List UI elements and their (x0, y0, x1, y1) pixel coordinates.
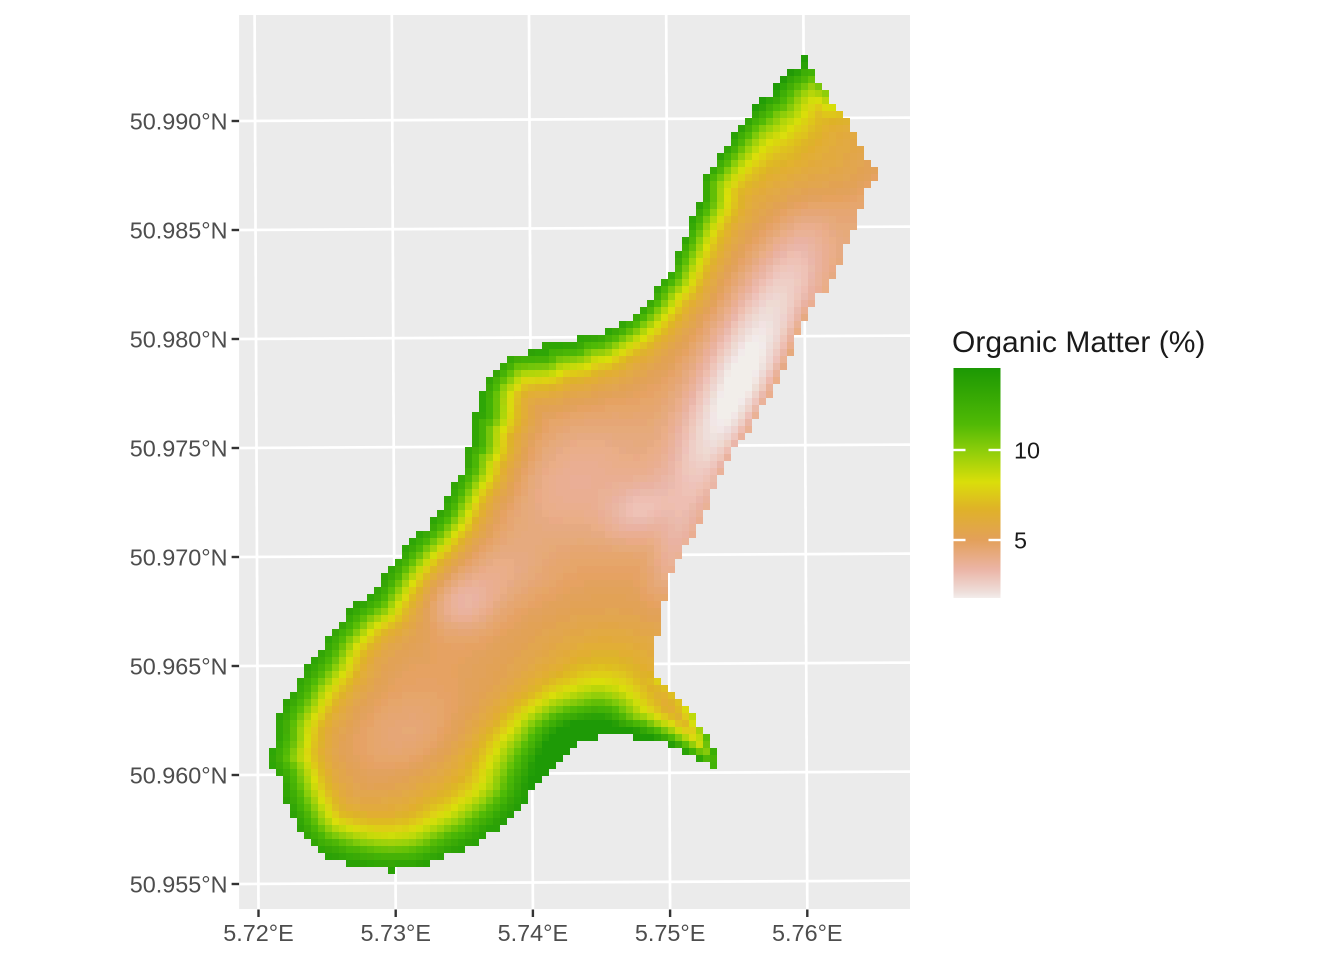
svg-text:50.965°N: 50.965°N (130, 653, 228, 679)
svg-text:50.975°N: 50.975°N (130, 435, 228, 461)
svg-text:50.990°N: 50.990°N (130, 108, 228, 134)
svg-text:5.73°E: 5.73°E (360, 920, 430, 946)
svg-text:50.960°N: 50.960°N (130, 762, 228, 788)
svg-text:5.74°E: 5.74°E (498, 920, 568, 946)
svg-text:50.970°N: 50.970°N (130, 544, 228, 570)
svg-text:5: 5 (1014, 527, 1027, 553)
svg-text:50.955°N: 50.955°N (130, 871, 228, 897)
svg-text:10: 10 (1014, 437, 1040, 463)
svg-text:Organic Matter (%): Organic Matter (%) (952, 326, 1205, 359)
svg-text:5.75°E: 5.75°E (635, 920, 705, 946)
svg-text:5.72°E: 5.72°E (223, 920, 293, 946)
svg-text:5.76°E: 5.76°E (772, 920, 842, 946)
svg-text:50.985°N: 50.985°N (130, 217, 228, 243)
svg-text:50.980°N: 50.980°N (130, 326, 228, 352)
